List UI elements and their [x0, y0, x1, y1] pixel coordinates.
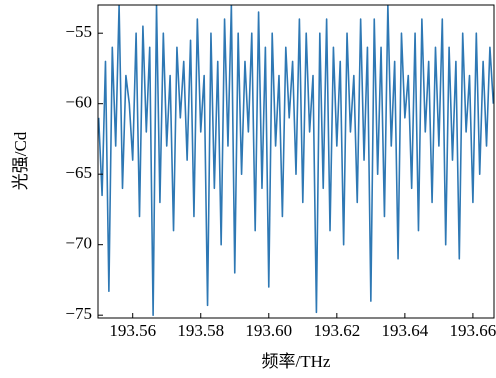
plot-frame [97, 4, 495, 319]
x-axis-label: 频率/THz [262, 352, 331, 371]
x-tick-label: 193.62 [313, 321, 360, 340]
x-tick-label: 193.66 [450, 321, 496, 340]
y-tick-label: −75 [65, 304, 92, 323]
x-tick-label: 193.64 [381, 321, 428, 340]
y-axis-label: 光强/Cd [11, 131, 30, 190]
x-tick-label: 193.60 [245, 321, 292, 340]
x-tick-label: 193.58 [177, 321, 224, 340]
y-tick-label: −65 [65, 163, 92, 182]
x-tick-label: 193.56 [109, 321, 156, 340]
y-tick-label: −55 [65, 22, 92, 41]
data-line [98, 5, 494, 316]
y-tick-label: −70 [65, 234, 92, 253]
y-tick-label: −60 [65, 93, 92, 112]
